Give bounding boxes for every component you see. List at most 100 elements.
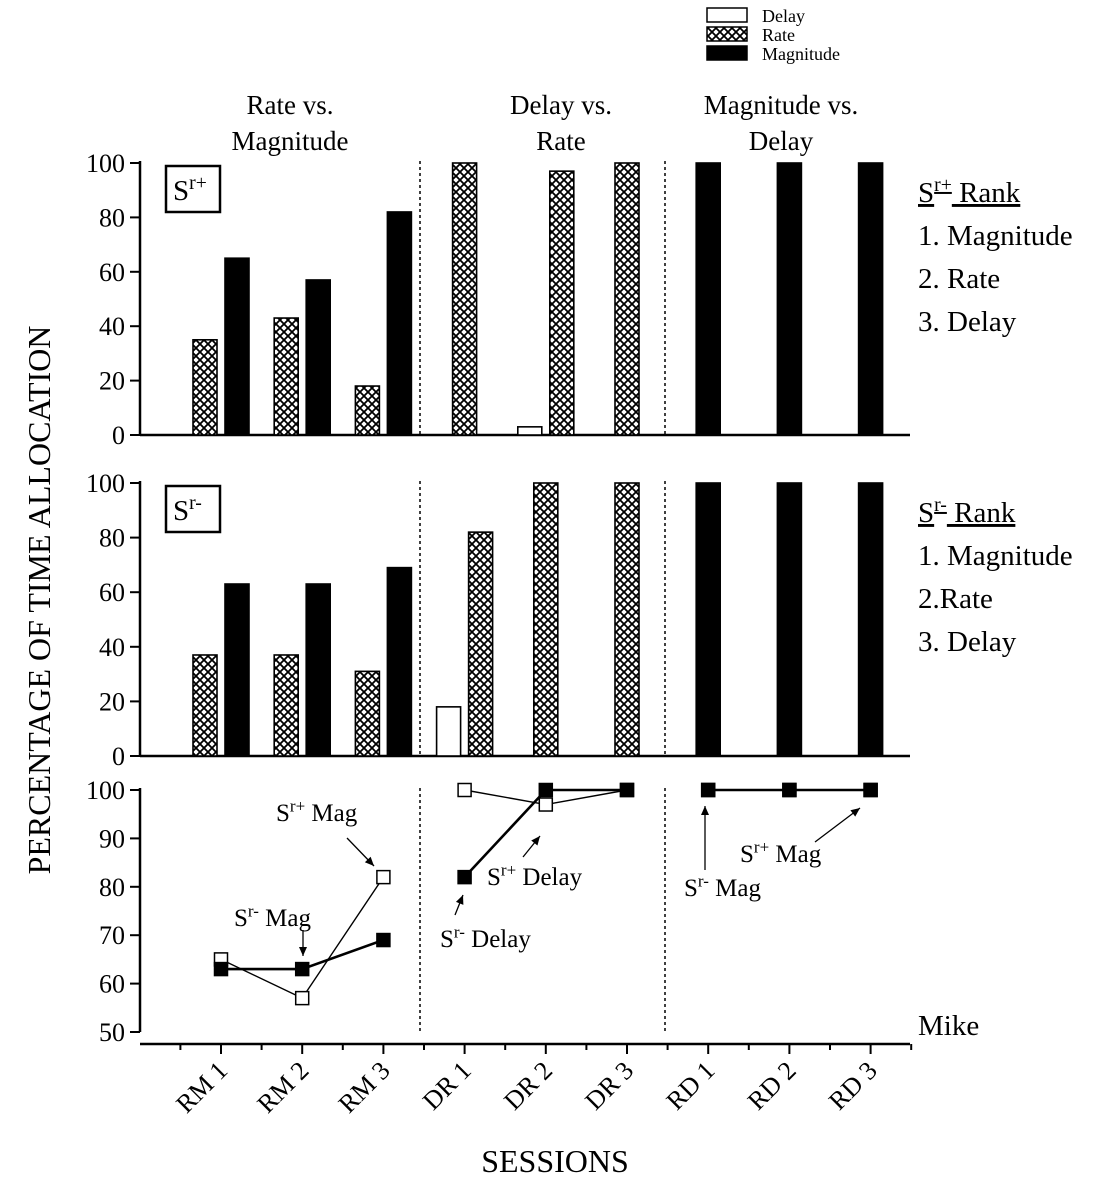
condition-title-2-line2: Rate — [536, 126, 585, 156]
annotation-3-arrow-head — [531, 836, 540, 846]
series-open-marker-dr1 — [457, 782, 472, 798]
condition-title-3-line2: Delay — [749, 126, 814, 156]
legend-label-delay: Delay — [762, 6, 805, 26]
panel2-bar-magnitude-rd1 — [695, 482, 722, 757]
annotation-3: Sr+ Delay — [487, 861, 583, 892]
panel2-y-tick-label: 80 — [99, 524, 125, 553]
series-open-marker-rm3 — [376, 869, 391, 885]
series-open-line-seg-1 — [220, 876, 384, 1000]
series-filled-marker-dr1 — [457, 869, 472, 885]
participant-label: Mike — [918, 1010, 979, 1042]
panel2-bar-magnitude-rm2 — [305, 583, 332, 757]
annotation-2-arrow-head — [299, 947, 307, 956]
panel1-bar-magnitude-rd1 — [695, 162, 722, 436]
x-tick-label-rm3: RM 3 — [333, 1056, 396, 1119]
series-filled-marker-dr3 — [619, 782, 635, 798]
y-axis-title: PERCENTAGE OF TIME ALLOCATION — [21, 326, 57, 875]
series-filled-marker-rd3 — [863, 782, 878, 798]
panel1-bar-delay-dr2 — [516, 426, 543, 436]
x-tick-label-dr3: DR 3 — [579, 1056, 639, 1116]
panel2-bar-rate-dr1 — [467, 531, 494, 757]
annotation-4: Sr- Delay — [440, 923, 531, 954]
panel2-bar-rate-rm1 — [192, 654, 218, 757]
panel2-bar-magnitude-rd2 — [776, 482, 803, 757]
condition-title-2-line1: Delay vs. — [510, 90, 612, 120]
annotation-6-arrow-shaft — [814, 807, 861, 843]
series-filled-marker-rm3 — [376, 932, 391, 948]
panel2-bar-delay-dr1 — [435, 706, 462, 757]
panel2-rank-item-1: 1. Magnitude — [918, 540, 1073, 572]
panel2-rank-title: Sr- Rank — [918, 494, 1016, 529]
panel1-bar-magnitude-rm2 — [305, 279, 332, 436]
series-open-marker-rm2 — [294, 990, 310, 1006]
legend-label-rate: Rate — [762, 25, 795, 45]
annotation-6: Sr+ Mag — [740, 838, 822, 869]
panel1-rank-title: Sr+ Rank — [918, 174, 1021, 209]
series-filled-marker-rm1 — [213, 961, 229, 977]
condition-title-1-line2: Magnitude — [232, 126, 349, 156]
panel1-y-tick-label: 20 — [99, 367, 125, 396]
panel1-rank-item-3: 3. Delay — [918, 306, 1017, 338]
legend-swatch-magnitude — [706, 45, 748, 61]
annotation-5: Sr- Mag — [684, 872, 761, 903]
line-panel-y-tick-label: 90 — [99, 824, 125, 853]
panel1-y-tick-label: 40 — [99, 312, 125, 341]
panel2-y-tick-label: 20 — [99, 687, 125, 716]
panel1-y-tick-label: 80 — [99, 203, 125, 232]
panel2-rank-item-2: 2.Rate — [918, 583, 993, 615]
panel2-bar-rate-dr3 — [614, 482, 640, 757]
panel1-bar-magnitude-rd3 — [857, 162, 884, 436]
legend-label-magnitude: Magnitude — [762, 44, 840, 64]
annotation-4-arrow-head — [455, 895, 464, 905]
panel2-bar-rate-rm3 — [354, 670, 381, 757]
line-panel-y-tick-label: 80 — [99, 873, 125, 902]
panel2-rank-item-3: 3. Delay — [918, 626, 1017, 658]
panel1-y-tick-label: 60 — [99, 258, 125, 287]
x-tick-label-rd3: RD 3 — [823, 1056, 883, 1116]
legend-swatch-delay — [706, 7, 748, 23]
panel1-bar-magnitude-rd2 — [776, 162, 803, 436]
x-tick-label-rm2: RM 2 — [252, 1056, 315, 1119]
panel1-bar-rate-dr1 — [451, 162, 478, 436]
series-filled-marker-rm2 — [294, 961, 310, 977]
panel1-y-tick-label: 0 — [112, 421, 125, 450]
x-tick-label-rd1: RD 1 — [661, 1056, 721, 1116]
condition-title-1-line1: Rate vs. — [247, 90, 334, 120]
line-panel-y-tick-label: 100 — [86, 776, 125, 805]
panel1-rank-item-1: 1. Magnitude — [918, 220, 1073, 252]
annotation-5-arrow-head — [701, 806, 709, 815]
panel2-label-box — [164, 484, 222, 534]
annotation-1-arrow-head — [364, 856, 374, 866]
panel1-y-tick-label: 100 — [86, 149, 125, 178]
panel1-label-text: Sr+ — [173, 172, 207, 207]
series-filled-marker-rd2 — [782, 782, 797, 798]
x-tick-label-rd2: RD 2 — [742, 1056, 802, 1116]
panel2-y-tick-label: 60 — [99, 578, 125, 607]
line-panel-y-tick-label: 70 — [99, 921, 125, 950]
panel2-label-text: Sr- — [173, 492, 202, 527]
panel1-bar-rate-dr3 — [614, 162, 640, 436]
series-filled-marker-dr2 — [538, 782, 554, 798]
panel2-y-tick-label: 100 — [86, 469, 125, 498]
panel1-bar-rate-rm1 — [192, 338, 218, 436]
panel2-y-tick-label: 40 — [99, 633, 125, 662]
panel1-rank-item-2: 2. Rate — [918, 263, 1000, 295]
annotation-1: Sr+ Mag — [276, 797, 358, 828]
x-tick-label-dr2: DR 2 — [498, 1056, 558, 1116]
series-filled-marker-rd1 — [700, 782, 716, 798]
annotation-6-arrow-head — [850, 808, 860, 817]
panel2-bar-magnitude-rm1 — [224, 583, 250, 757]
panel2-bar-rate-dr2 — [532, 482, 559, 757]
x-tick-label-rm1: RM 1 — [170, 1056, 233, 1119]
x-axis-title: SESSIONS — [481, 1143, 629, 1179]
panel1-bar-rate-dr2 — [548, 170, 575, 436]
condition-title-3-line1: Magnitude vs. — [704, 90, 859, 120]
series-open-marker-dr2 — [538, 797, 554, 812]
panel1-bar-magnitude-rm3 — [386, 211, 413, 436]
panel2-bar-rate-rm2 — [273, 654, 300, 757]
panel2-bar-magnitude-rm3 — [386, 566, 413, 757]
line-panel-y-tick-label: 50 — [99, 1018, 125, 1047]
panel1-bar-magnitude-rm1 — [224, 257, 250, 436]
panel2-bar-magnitude-rd3 — [857, 482, 884, 757]
